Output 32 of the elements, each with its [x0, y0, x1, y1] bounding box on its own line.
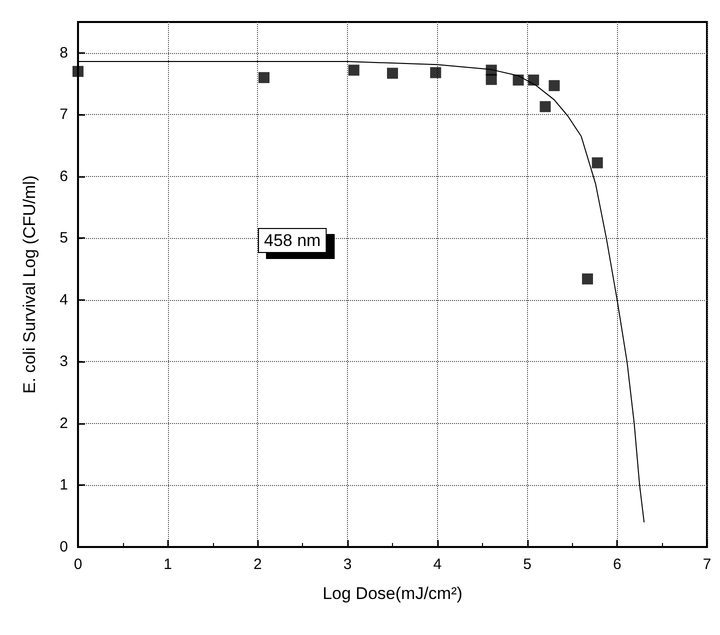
- x-tick-label: 5: [523, 556, 532, 573]
- y-axis-title: E. coli Survival Log (CFU/ml): [20, 175, 39, 394]
- annotation: 458 nm: [264, 231, 321, 250]
- point: [512, 74, 524, 86]
- point: [592, 157, 603, 168]
- x-tick-label: 7: [702, 556, 712, 573]
- y-tick-label: 1: [60, 476, 68, 494]
- y-tick-label: 4: [60, 291, 68, 308]
- point: [486, 74, 497, 85]
- point: [387, 68, 398, 79]
- point: [348, 64, 360, 76]
- x-tick-label: 2: [254, 556, 262, 573]
- y-tick-label: 7: [60, 106, 68, 124]
- y-tick-label: 0: [60, 538, 68, 556]
- point: [528, 74, 540, 86]
- point: [548, 80, 560, 92]
- y-tick-label: 8: [60, 44, 68, 62]
- x-tick-label: 1: [164, 556, 172, 573]
- point: [582, 273, 593, 284]
- y-tick-label: 2: [60, 414, 68, 432]
- x-tick-label: 6: [612, 556, 622, 573]
- y-tick-label: 3: [60, 353, 68, 370]
- point: [430, 67, 442, 78]
- y-tick-label: 5: [60, 230, 68, 247]
- x-tick-label: 0: [74, 556, 82, 573]
- point: [258, 72, 270, 84]
- point: [72, 66, 84, 77]
- y-tick-label: 6: [60, 168, 68, 185]
- x-tick-label: 3: [343, 556, 352, 573]
- point: [540, 101, 551, 112]
- x-axis-title: Log Dose(mJ/cm²): [322, 584, 462, 603]
- x-tick-label: 4: [433, 556, 442, 573]
